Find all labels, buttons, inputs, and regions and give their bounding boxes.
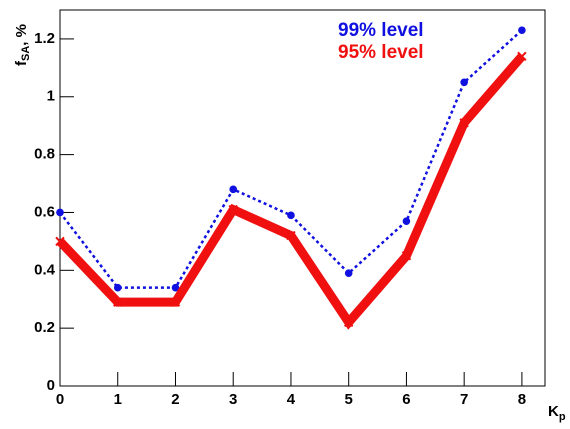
y-tick-label: 1 (47, 88, 55, 105)
point-marker (56, 208, 64, 217)
y-tick-label: 0.6 (34, 203, 55, 220)
y-label-sub: SA (20, 46, 32, 61)
point-marker (170, 297, 181, 307)
series-line (56, 53, 526, 330)
x-axis-label: Kp (548, 403, 566, 423)
x-tick-label: 4 (287, 391, 296, 408)
x-tick-label: 5 (345, 391, 353, 408)
y-tick-label: 0.4 (34, 261, 56, 278)
y-tick-label: 1.2 (34, 30, 55, 47)
x-tick-label: 3 (229, 391, 237, 408)
plot-frame (59, 9, 546, 387)
point-marker (113, 283, 122, 292)
point-marker (286, 230, 296, 241)
x-label-main: K (548, 403, 559, 420)
y-tick-label: 0 (47, 377, 55, 394)
y-label-suffix: , % (13, 24, 30, 46)
legend-entry: 95% level (338, 42, 424, 63)
x-tick-label: 0 (56, 391, 64, 408)
y-axis-label: fSA, % (13, 24, 32, 66)
y-label-main: f (13, 60, 30, 66)
point-marker (287, 211, 295, 220)
legend-entry: 99% level (338, 20, 424, 41)
series-line (59, 29, 523, 289)
x-tick-label: 1 (114, 391, 122, 408)
x-tick-label: 8 (518, 391, 526, 408)
y-tick-label: 0.2 (34, 319, 55, 336)
point-marker (343, 317, 354, 328)
point-marker (229, 185, 238, 194)
point-marker (517, 51, 527, 61)
point-marker (460, 78, 468, 87)
point-marker (402, 217, 411, 225)
point-marker (55, 236, 65, 247)
point-marker (459, 118, 469, 128)
y-tick-label: 0.8 (34, 146, 55, 163)
point-marker (113, 297, 123, 307)
x-tick-label: 7 (460, 391, 468, 408)
point-marker (171, 283, 180, 292)
point-marker (344, 269, 353, 278)
x-tick-label: 2 (171, 391, 179, 408)
point-marker (228, 204, 238, 215)
point-marker (518, 26, 526, 35)
point-marker (401, 251, 412, 261)
x-tick-label: 6 (402, 391, 410, 408)
x-label-sub: p (559, 411, 566, 423)
